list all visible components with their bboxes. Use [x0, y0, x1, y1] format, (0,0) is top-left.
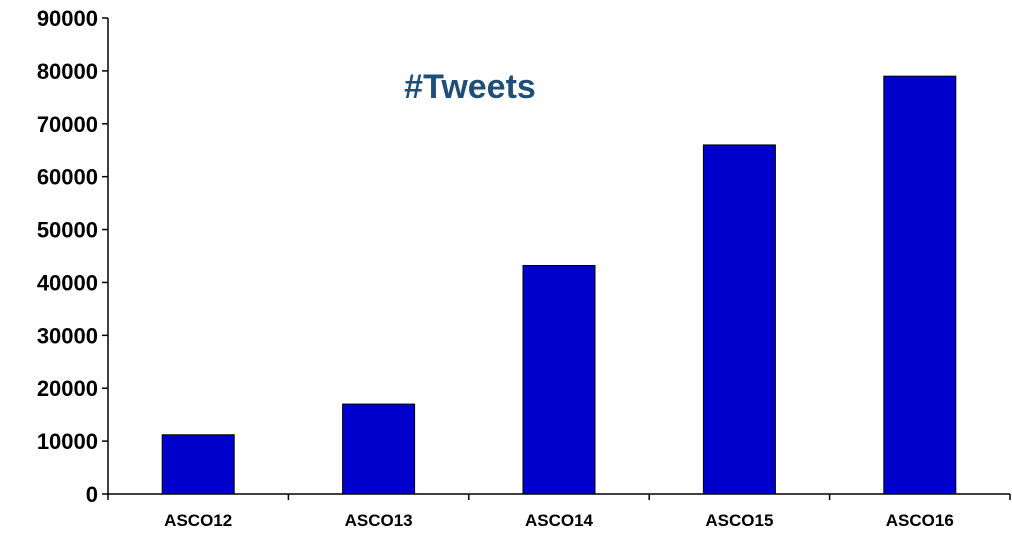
y-tick-labels: 0 10000 20000 30000 40000 50000 60000 70000 8000…: [37, 6, 98, 507]
x-tick-label: ASCO12: [164, 511, 232, 530]
bar-asco12: [161, 434, 235, 495]
y-tick-label: 10000: [37, 429, 98, 454]
y-tick-label: 30000: [37, 323, 98, 348]
bar-asco15: [702, 144, 776, 495]
y-tick-label: 20000: [37, 376, 98, 401]
bar-asco14: [522, 265, 596, 495]
bar-asco13: [342, 403, 416, 495]
x-tick-label: ASCO15: [705, 511, 773, 530]
y-tick-label: 80000: [37, 59, 98, 84]
chart-title: #Tweets: [404, 68, 536, 106]
x-tick-labels: ASCO12 ASCO13 ASCO14 ASCO15 ASCO16: [164, 511, 954, 530]
y-tick-label: 40000: [37, 270, 98, 295]
y-tick-label: 50000: [37, 218, 98, 243]
x-tick-label: ASCO14: [525, 511, 594, 530]
bars-layer: [161, 75, 957, 495]
bar-asco16: [883, 75, 957, 495]
x-tick-label: ASCO13: [345, 511, 413, 530]
x-tick-label: ASCO16: [886, 511, 954, 530]
y-tick-label: 60000: [37, 165, 98, 190]
y-tick-label: 0: [86, 482, 98, 507]
y-tick-label: 90000: [37, 6, 98, 31]
y-tick-label: 70000: [37, 112, 98, 137]
axes-layer: [102, 17, 1011, 500]
